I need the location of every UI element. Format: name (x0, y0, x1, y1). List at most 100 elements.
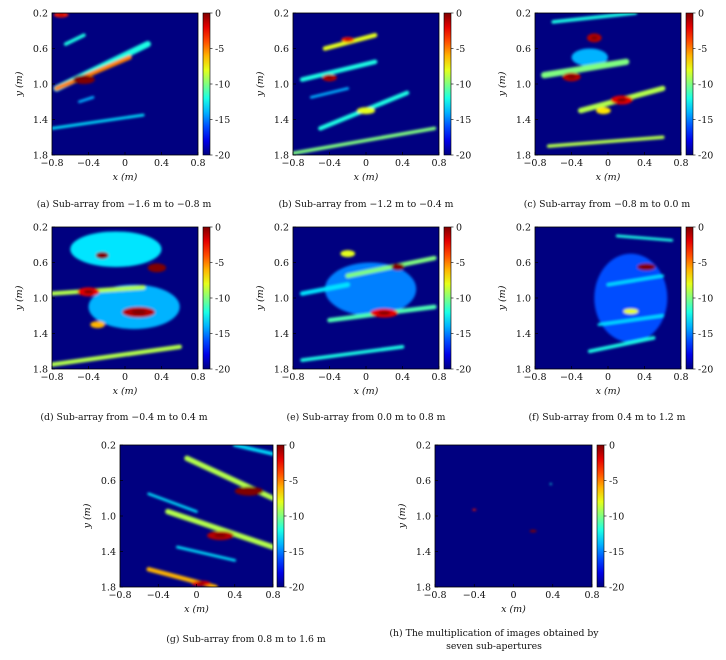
heatmap-features (52, 13, 151, 130)
heatmap-features (52, 231, 182, 367)
x-tick-label: 0.4 (395, 158, 410, 169)
y-tick-label: 0.6 (516, 44, 531, 55)
x-tick-label: 0.4 (637, 372, 652, 383)
x-tick-label: 0.8 (265, 590, 280, 601)
y-tick-label: 0.2 (516, 9, 531, 20)
heatmap-features (299, 250, 437, 362)
y-tick-label: 1.8 (101, 583, 116, 594)
heatmap-blob-core (642, 265, 651, 269)
y-tick-label: 0.6 (416, 476, 431, 487)
y-tick-label: 1.8 (33, 151, 48, 162)
x-tick-label: −0.4 (560, 158, 583, 169)
heatmap-features (472, 483, 552, 533)
heatmap-blob-core (473, 508, 476, 511)
heatmap-blob (596, 107, 611, 115)
caption-a: (a) Sub-array from −1.6 m to −0.8 m (36, 199, 212, 210)
y-tick-label: 1.8 (274, 365, 289, 376)
x-tick-label: 0.4 (227, 590, 242, 601)
heatmap-features (587, 234, 674, 354)
y-axis-label: y (m) (255, 71, 266, 97)
y-tick-label: 0.2 (33, 9, 48, 20)
x-tick-label: 0.4 (545, 590, 560, 601)
x-tick-label: 0 (605, 158, 611, 169)
heatmap-blob-core (131, 309, 147, 315)
panel-d: −0.8 −0.4 0 0.4 0.8 0.2 0.6 1.0 1.4 1.8 x (m) y (m)… (14, 223, 230, 398)
heatmap-background (535, 13, 681, 155)
y-tick-label: 1.8 (33, 365, 48, 376)
x-axis-label: x (m) (354, 172, 379, 183)
colorbar-tick-label: -20 (215, 151, 230, 162)
x-tick-label: −0.8 (523, 372, 546, 383)
x-tick-label: −0.8 (281, 158, 304, 169)
heatmap-streak (300, 345, 405, 362)
x-tick-label: −0.4 (318, 158, 341, 169)
heatmap-features (146, 445, 273, 587)
x-tick-label: −0.8 (108, 590, 131, 601)
heatmap-features (541, 13, 666, 148)
heatmap-streak (615, 234, 674, 242)
y-axis-label: y (m) (497, 285, 508, 311)
y-tick-label: 1.4 (274, 115, 289, 126)
colorbar-tick-label: -20 (289, 583, 304, 594)
heatmap-background (120, 445, 273, 587)
colorbar-tick-label: -20 (609, 583, 624, 594)
heatmap-blob-core (326, 76, 333, 80)
y-tick-label: 1.0 (274, 80, 289, 91)
heatmap-blob-core (57, 13, 65, 16)
caption-c: (c) Sub-array from −0.8 m to 0.0 m (523, 199, 691, 210)
x-tick-label: 0.8 (431, 158, 446, 169)
x-tick-label: −0.8 (281, 372, 304, 383)
heatmap-blob-core (79, 77, 89, 82)
x-axis-label: x (m) (184, 604, 209, 615)
y-tick-label: 1.4 (274, 329, 289, 340)
y-tick-label: 0.6 (516, 258, 531, 269)
colorbar-tick-label: -20 (215, 365, 230, 376)
y-axis-label: y (m) (255, 285, 266, 311)
x-tick-label: −0.4 (318, 372, 341, 383)
y-axis-label: y (m) (497, 71, 508, 97)
y-tick-label: 1.8 (416, 583, 431, 594)
y-tick-label: 0.6 (33, 258, 48, 269)
colorbar (276, 444, 285, 588)
heatmap-blob (88, 284, 180, 330)
heatmap-streak (546, 135, 665, 148)
y-tick-label: 1.4 (516, 115, 531, 126)
colorbar-tick-label: -10 (215, 294, 230, 305)
heatmap-blob (623, 308, 639, 314)
colorbar-tick-label: -10 (456, 294, 471, 305)
x-tick-label: −0.8 (40, 158, 63, 169)
panel-b: −0.8 −0.4 0 0.4 0.8 0.2 0.6 1.0 1.4 1.8 x (m) y (m)… (255, 9, 471, 184)
colorbar (443, 12, 452, 156)
colorbar (202, 12, 211, 156)
heatmap-blob-core (531, 530, 535, 532)
panel-a: −0.8 −0.4 0 0.4 0.8 0.2 0.6 1.0 1.4 1.8 x (m) y (m)… (14, 9, 230, 184)
heatmap-blob-core (344, 38, 351, 41)
y-tick-label: 0.6 (274, 258, 289, 269)
y-tick-label: 1.4 (516, 329, 531, 340)
caption-b: (b) Sub-array from −1.2 m to −0.4 m (278, 199, 454, 210)
panel-g: −0.8 −0.4 0 0.4 0.8 0.2 0.6 1.0 1.4 1.8 x (m) y (m)… (82, 441, 304, 616)
heatmap-streak (606, 274, 665, 287)
heatmap-streak (309, 87, 350, 99)
x-tick-label: 0.8 (431, 372, 446, 383)
x-tick-label: 0 (122, 158, 128, 169)
x-tick-label: −0.8 (523, 158, 546, 169)
colorbar-tick-label: -5 (456, 44, 465, 55)
x-tick-label: −0.4 (77, 372, 100, 383)
x-tick-label: 0.4 (154, 158, 169, 169)
heatmap-background (435, 445, 592, 587)
colorbar-tick-label: 0 (456, 9, 462, 20)
heatmap-blob (594, 253, 668, 343)
y-tick-label: 0.2 (416, 441, 431, 452)
caption-e: (e) Sub-array from 0.0 m to 0.8 m (286, 412, 446, 423)
y-tick-label: 1.0 (516, 80, 531, 91)
caption-h: (h) The multiplication of images obtaine… (389, 628, 599, 652)
colorbar-tick-label: 0 (456, 223, 462, 234)
heatmap-streak (176, 545, 237, 562)
heatmap-streak (345, 255, 437, 279)
heatmap-streak (232, 445, 273, 456)
x-tick-label: 0 (363, 158, 369, 169)
y-tick-label: 1.0 (101, 512, 116, 523)
x-axis-label: x (m) (596, 386, 621, 397)
caption-d: (d) Sub-array from −0.4 m to 0.4 m (40, 412, 208, 423)
